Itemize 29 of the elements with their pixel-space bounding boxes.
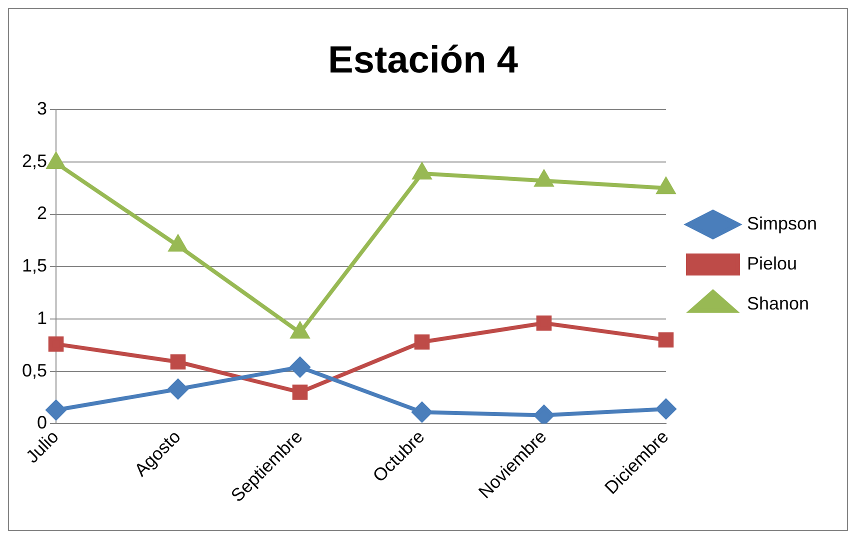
point — [413, 163, 431, 180]
point — [169, 236, 187, 252]
y-tick-label: 1,5 — [22, 256, 48, 276]
legend-label: Shanon — [746, 293, 810, 314]
point — [292, 384, 308, 400]
point — [414, 334, 430, 350]
point — [48, 336, 64, 352]
y-tick-label: 0 — [37, 412, 48, 433]
point — [656, 398, 676, 419]
point — [170, 354, 186, 370]
y-tick-label: 3 — [37, 98, 48, 119]
y-tick-label: 1 — [37, 308, 48, 328]
point — [46, 400, 66, 420]
point — [47, 152, 65, 169]
point — [168, 379, 188, 400]
y-tick-label: 2,5 — [22, 150, 48, 171]
point — [290, 357, 310, 378]
point — [658, 332, 674, 348]
legend-label: Simpson — [746, 213, 817, 234]
point — [291, 322, 309, 339]
point — [534, 405, 554, 424]
point — [536, 315, 552, 331]
point — [412, 402, 432, 422]
point — [657, 178, 675, 194]
chart-title: Estación 4 — [328, 39, 518, 82]
y-tick-label: 2 — [37, 203, 48, 224]
y-tick-label: 0,5 — [22, 360, 48, 380]
point — [535, 170, 553, 187]
legend-label: Pielou — [746, 253, 798, 274]
